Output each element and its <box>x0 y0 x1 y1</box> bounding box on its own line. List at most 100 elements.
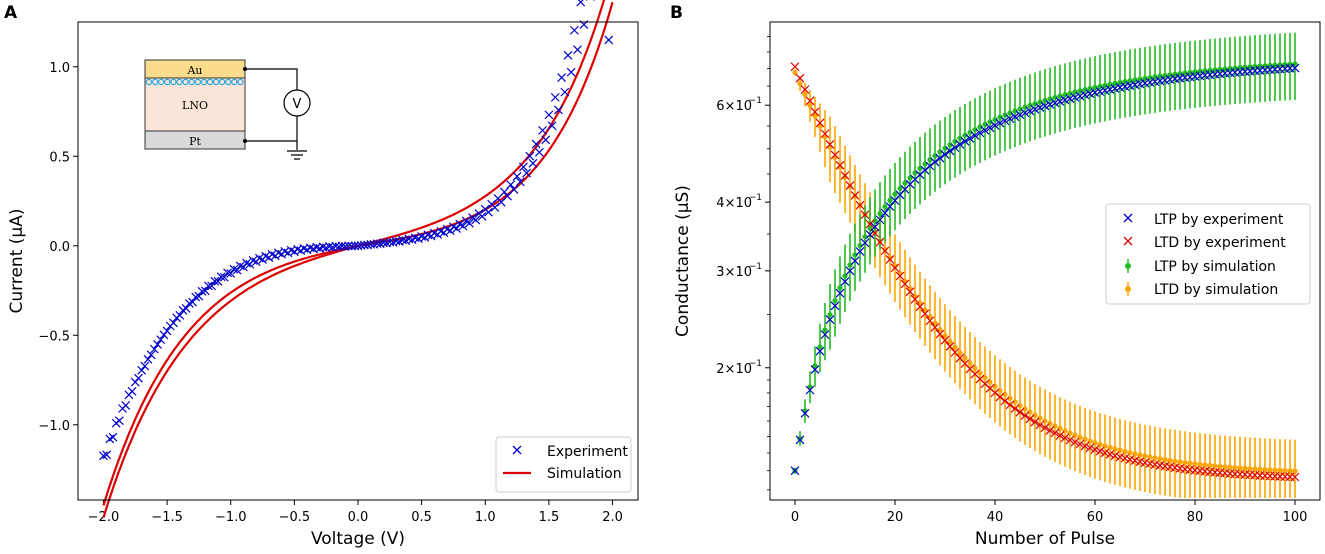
ltp-sim-point <box>1087 86 1092 91</box>
experiment-point <box>173 314 181 322</box>
panel-b-ytick-exponent: −1 <box>749 96 762 106</box>
ltd-sim-point <box>1217 464 1222 469</box>
experiment-point <box>453 225 461 233</box>
ltp-sim-point <box>1117 80 1122 85</box>
panel-a-xtick-label: 1.0 <box>475 510 496 525</box>
ltd-sim-point <box>967 361 972 366</box>
panel-b-xlabel: Number of Pulse <box>975 529 1115 549</box>
panel-a-ylabel: Current (μA) <box>7 209 27 314</box>
inset-label-lno: LNO <box>182 99 208 112</box>
panel-b-xtick-label: 20 <box>887 510 904 525</box>
panel-b-xtick-label: 80 <box>1187 510 1204 525</box>
experiment-point <box>561 88 569 96</box>
ltp-sim-point <box>1112 81 1117 86</box>
legend-label-experiment: Experiment <box>547 444 628 460</box>
experiment-point <box>570 26 578 34</box>
panel-b-xtick-label: 100 <box>1283 510 1308 525</box>
figure: A −2.0 −1.5 −1.0 −0.5 0.0 0.5 1.0 1.5 2.0−1.0−0.… <box>0 0 1325 554</box>
panel-b-legend: LTP by experiment LTD by experiment LTP … <box>1106 204 1310 304</box>
ltd-sim-point <box>1262 467 1267 472</box>
legend-label-ltd-sim: LTD by simulation <box>1154 282 1278 298</box>
panel-a-ytick-label: −1.0 <box>38 419 70 434</box>
experiment-point <box>558 74 566 82</box>
experiment-point <box>507 181 515 189</box>
panel-b-xtick-label: 40 <box>987 510 1004 525</box>
experiment-point <box>115 417 123 425</box>
experiment-point <box>605 36 613 44</box>
ltd-sim-point <box>807 103 812 108</box>
ltd-sim-point <box>1272 468 1277 473</box>
experiment-point <box>138 366 146 374</box>
panel-b-ytick-label: 3×10 <box>716 265 752 280</box>
ltd-sim-point <box>962 356 967 361</box>
experiment-point <box>510 185 518 193</box>
ltd-sim-point <box>827 145 832 150</box>
ltd-sim-point <box>1207 463 1212 468</box>
legend-label-ltd-exp: LTD by experiment <box>1154 235 1286 251</box>
ltd-sim-point <box>802 92 807 97</box>
experiment-point <box>500 188 508 196</box>
inset-label-pt: Pt <box>189 135 201 148</box>
ltp-sim-point <box>1097 84 1102 89</box>
inset-ground-symbol <box>287 151 307 159</box>
experiment-point <box>255 254 263 262</box>
legend-label-ltp-exp: LTP by experiment <box>1154 212 1284 228</box>
panel-a-ytick-label: 0.0 <box>49 240 70 255</box>
ltd-sim-point <box>1247 466 1252 471</box>
panel-a-ytick-label: 0.5 <box>49 150 70 165</box>
experiment-point <box>166 322 174 330</box>
experiment-point <box>109 433 117 441</box>
ltd-sim-point <box>1227 465 1232 470</box>
panel-b-xtick-label: 0 <box>791 510 799 525</box>
inset-label-au: Au <box>186 64 202 77</box>
ltp-sim-point <box>1082 87 1087 92</box>
ltp-sim-point <box>1122 79 1127 84</box>
panel-a-xtick-label: 2.0 <box>602 510 623 525</box>
experiment-point <box>542 136 550 144</box>
ltp-sim-point <box>1092 85 1097 90</box>
ltd-sim-point <box>1222 464 1227 469</box>
panel-b-ytick-label: 6×10 <box>716 99 752 114</box>
ltp-sim-point <box>1067 91 1072 96</box>
ltp-sim-point <box>927 157 932 162</box>
ltd-sim-point <box>1237 465 1242 470</box>
ltd-sim-point <box>797 81 802 86</box>
panel-a-xtick-label: −1.5 <box>151 510 183 525</box>
experiment-point <box>122 401 130 409</box>
experiment-point <box>535 148 543 156</box>
ltp-sim-point <box>887 198 892 203</box>
ltp-sim-point <box>1102 83 1107 88</box>
experiment-point <box>262 252 270 260</box>
experiment-point <box>529 159 537 167</box>
panel-b-ytick-exponent: −1 <box>749 193 762 203</box>
panel-b-xtick-label: 60 <box>1087 510 1104 525</box>
panel-a-xlabel: Voltage (V) <box>311 529 405 549</box>
experiment-point <box>567 68 575 76</box>
panel-b-ytick-label: 2×10 <box>716 362 752 377</box>
ltd-sim-point <box>1042 418 1047 423</box>
ltd-sim-point <box>1267 467 1272 472</box>
ltp-sim-point <box>822 327 827 332</box>
panel-a-xtick-label: −0.5 <box>279 510 311 525</box>
ltp-sim-point <box>1062 92 1067 97</box>
ltp-sim-point <box>882 204 887 209</box>
panel-a-legend: Experiment Simulation <box>496 437 631 492</box>
ltp-sim-point <box>1072 89 1077 94</box>
device-inset: Au LNO Pt V <box>145 60 310 159</box>
experiment-point <box>440 229 448 237</box>
experiment-point <box>154 340 162 348</box>
ltd-sim-point <box>1202 462 1207 467</box>
panel-a-ytick-label: 1.0 <box>49 61 70 76</box>
inset-voltmeter-label: V <box>293 97 302 112</box>
experiment-point <box>128 387 136 395</box>
experiment-point <box>134 374 142 382</box>
ltd-sim-point <box>1232 465 1237 470</box>
experiment-point <box>539 126 547 134</box>
panel-b-ytick-exponent: −1 <box>749 359 762 369</box>
experiment-point <box>577 0 585 6</box>
experiment-point <box>446 227 454 235</box>
legend-label-simulation: Simulation <box>547 466 622 482</box>
experiment-point <box>545 111 553 119</box>
panel-a-ytick-label: −0.5 <box>38 329 70 344</box>
panel-b-label: B <box>670 3 683 23</box>
